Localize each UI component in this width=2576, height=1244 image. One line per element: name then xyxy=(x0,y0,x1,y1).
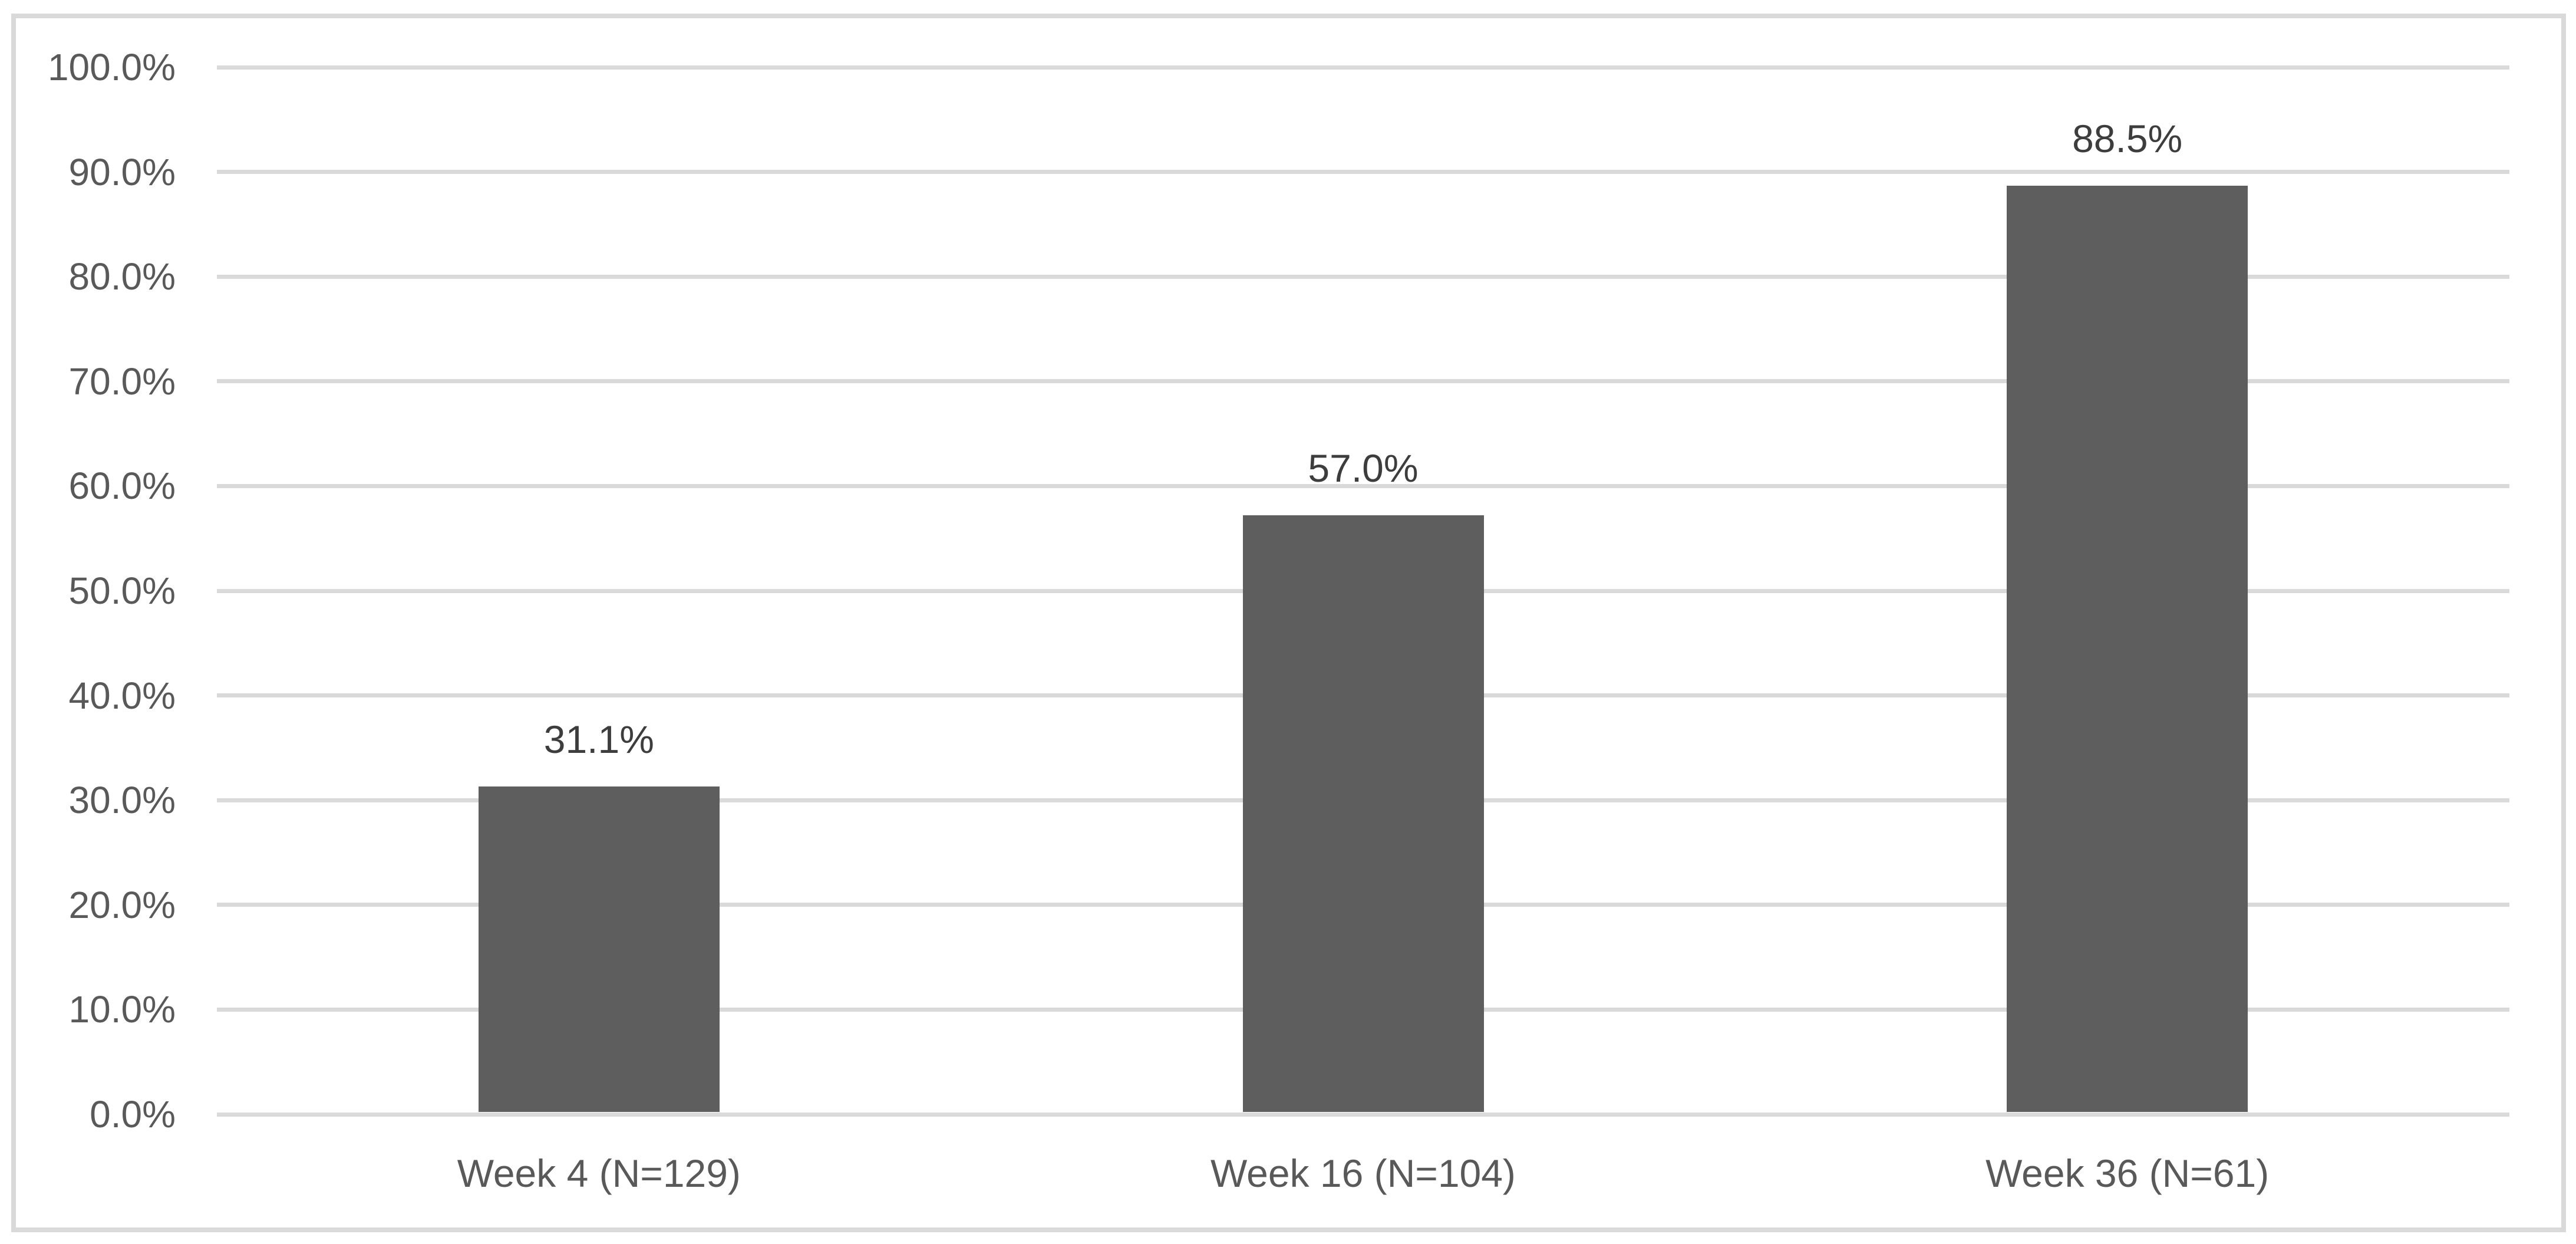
y-axis-tick-label: 100.0% xyxy=(47,46,176,88)
bar xyxy=(1242,515,1484,1113)
bar-value-label: 31.1% xyxy=(543,718,654,762)
y-axis-tick-label: 70.0% xyxy=(68,360,176,403)
y-axis-tick-label: 0.0% xyxy=(90,1093,176,1136)
y-gridline xyxy=(217,379,2509,384)
bar xyxy=(2007,185,2248,1113)
y-gridline xyxy=(217,65,2509,70)
bar-value-label: 57.0% xyxy=(1308,446,1419,491)
bar xyxy=(478,786,720,1113)
y-axis-tick-label: 60.0% xyxy=(68,465,176,508)
x-axis-category-label: Week 4 (N=129) xyxy=(457,1151,741,1195)
y-gridline xyxy=(217,170,2509,175)
y-gridline xyxy=(217,1112,2509,1117)
x-axis-category-label: Week 16 (N=104) xyxy=(1211,1151,1516,1195)
chart-frame-border xyxy=(11,14,2566,1232)
y-axis-tick-label: 50.0% xyxy=(68,570,176,612)
y-gridline xyxy=(217,483,2509,488)
y-gridline xyxy=(217,274,2509,279)
y-axis-tick-label: 10.0% xyxy=(68,988,176,1031)
y-axis-tick-label: 30.0% xyxy=(68,779,176,822)
y-axis-tick-label: 40.0% xyxy=(68,674,176,717)
x-axis-category-label: Week 36 (N=61) xyxy=(1985,1151,2270,1195)
y-axis-tick-label: 90.0% xyxy=(68,150,176,193)
y-axis-tick-label: 80.0% xyxy=(68,255,176,298)
y-axis-tick-label: 20.0% xyxy=(68,883,176,926)
bar-value-label: 88.5% xyxy=(2072,116,2183,160)
